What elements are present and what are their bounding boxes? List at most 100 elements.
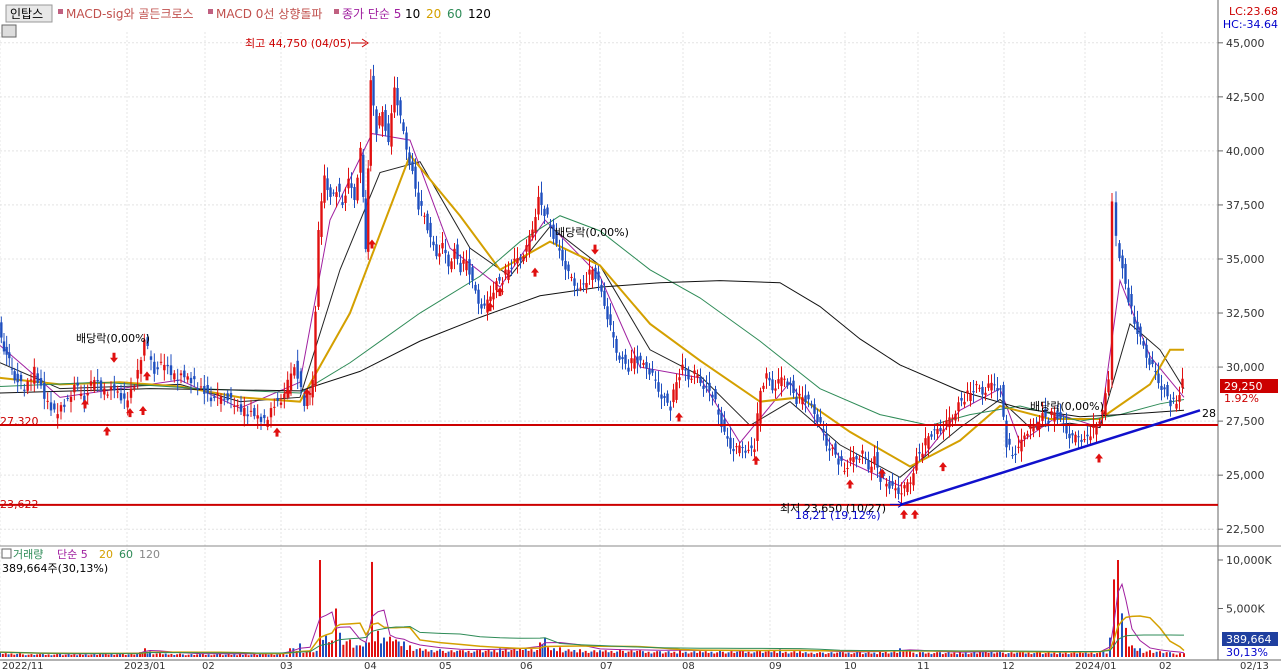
volume-bar bbox=[533, 651, 536, 657]
volume-bar bbox=[487, 649, 490, 657]
candle-body bbox=[645, 362, 648, 369]
candle-body bbox=[489, 296, 492, 302]
candle-body bbox=[651, 369, 654, 373]
volume-bar bbox=[371, 561, 373, 657]
volume-bar bbox=[773, 650, 776, 657]
candle-body bbox=[744, 450, 747, 453]
volume-bar bbox=[521, 650, 524, 657]
volume-bar bbox=[1033, 653, 1036, 657]
volume-checkbox[interactable] bbox=[1, 548, 12, 559]
volume-bar bbox=[579, 649, 581, 657]
volume-ma-label-3: 120 bbox=[139, 548, 160, 561]
volume-bar bbox=[253, 654, 256, 657]
candle-body bbox=[372, 75, 375, 106]
volume-bar bbox=[30, 654, 33, 657]
volume-bar bbox=[876, 654, 879, 657]
volume-bar bbox=[587, 652, 590, 657]
candle-body bbox=[119, 393, 123, 401]
volume-bar bbox=[744, 652, 747, 657]
volume-bar bbox=[409, 645, 411, 657]
volume-bar bbox=[827, 653, 830, 657]
candle-body bbox=[1017, 446, 1020, 448]
candle-body bbox=[1029, 424, 1032, 429]
candle-body bbox=[396, 87, 399, 106]
candle-body bbox=[408, 152, 411, 165]
candle-body bbox=[1089, 436, 1092, 441]
candle-body bbox=[828, 448, 831, 451]
candle-body bbox=[756, 413, 759, 441]
candle-body bbox=[1020, 439, 1023, 452]
time-label-5: 05 bbox=[439, 661, 452, 670]
volume-bar bbox=[736, 651, 739, 657]
volume-bar bbox=[13, 654, 16, 657]
candle-body bbox=[963, 401, 966, 405]
volume-bar bbox=[27, 654, 30, 657]
volume-bar bbox=[976, 653, 979, 657]
time-label-3: 03 bbox=[280, 661, 293, 670]
volume-bar bbox=[39, 654, 41, 657]
candle-body bbox=[76, 382, 79, 386]
volume-bar bbox=[541, 643, 544, 657]
volume-bar bbox=[784, 651, 787, 657]
time-label-13: 2024/01 bbox=[1075, 661, 1117, 670]
volume-bar bbox=[936, 652, 939, 657]
volume-bar bbox=[352, 647, 355, 657]
volume-bar bbox=[864, 653, 867, 657]
volume-bar bbox=[64, 654, 67, 657]
volume-bar bbox=[164, 653, 167, 657]
buy-signal-arrow-icon bbox=[284, 388, 292, 398]
candle-body bbox=[837, 458, 840, 465]
volume-bar bbox=[96, 654, 99, 657]
price-tick-label-6: 37,500 bbox=[1226, 199, 1265, 212]
buy-signal-arrow-icon bbox=[1095, 453, 1103, 463]
stock-tab-label[interactable]: 인탑스 bbox=[10, 7, 43, 21]
candle-body bbox=[936, 428, 939, 435]
volume-bar bbox=[436, 650, 439, 657]
indicator-legend: MACD-sig와 골든크로스 MACD 0선 상향돌파 종가 단순 5 10 20 60… bbox=[58, 7, 491, 21]
volume-bar bbox=[302, 652, 305, 657]
candle-body bbox=[143, 339, 146, 356]
candle-body bbox=[762, 385, 765, 389]
candle-body bbox=[780, 377, 783, 387]
candle-body bbox=[1157, 373, 1160, 384]
volume-bar bbox=[1036, 652, 1039, 657]
candle-body bbox=[402, 122, 405, 132]
candle-body bbox=[777, 379, 780, 384]
candle-body bbox=[344, 195, 347, 203]
candle-body bbox=[8, 352, 11, 359]
stock-tab[interactable] bbox=[5, 4, 53, 23]
candle-body bbox=[1130, 293, 1133, 307]
candle-body bbox=[269, 408, 273, 418]
volume-bar bbox=[859, 652, 861, 657]
volume-bar bbox=[1087, 653, 1090, 657]
volume-bar bbox=[41, 654, 44, 657]
volume-bar bbox=[447, 651, 450, 657]
candle-body bbox=[353, 186, 356, 200]
volume-bar bbox=[219, 653, 221, 657]
volume-bar bbox=[331, 640, 333, 657]
volume-bar bbox=[295, 650, 298, 657]
price-tick-label-2: 27,500 bbox=[1226, 415, 1265, 428]
line-label-23622: 23,622 bbox=[0, 498, 39, 511]
volume-bar bbox=[884, 651, 887, 657]
candle-body bbox=[279, 402, 283, 405]
candle-body bbox=[708, 382, 711, 391]
candle-body bbox=[618, 355, 621, 360]
candle-body bbox=[573, 278, 576, 286]
volume-bar bbox=[305, 651, 308, 657]
candle-body bbox=[789, 383, 792, 386]
volume-bar bbox=[519, 648, 521, 657]
buy-signal-arrow-icon bbox=[81, 399, 89, 409]
candle-body bbox=[1178, 395, 1181, 402]
volume-bar bbox=[47, 654, 50, 657]
volume-bar bbox=[490, 651, 493, 657]
candle-body bbox=[450, 261, 453, 270]
candle-body bbox=[273, 406, 276, 408]
volume-bar bbox=[919, 652, 921, 657]
volume-bar bbox=[116, 654, 119, 657]
volume-bar bbox=[639, 650, 641, 657]
volume-bar bbox=[1152, 652, 1155, 657]
volume-bar bbox=[850, 654, 853, 657]
candle-body bbox=[501, 282, 504, 285]
grid-toggle-icon[interactable] bbox=[1, 24, 17, 38]
